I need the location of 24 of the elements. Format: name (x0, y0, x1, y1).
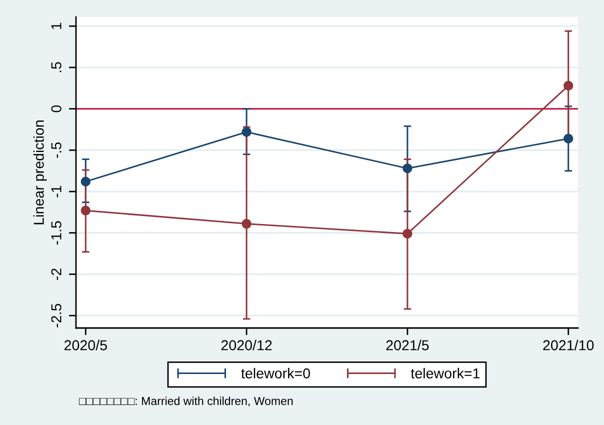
point (402, 228, 412, 239)
y-tick-label: -2.5 (51, 304, 62, 328)
y-tick-label: -.5 (51, 142, 62, 158)
point (80, 206, 91, 216)
x-tick-label: 2020/12 (221, 340, 272, 350)
y-tick-label: 1 (51, 22, 62, 29)
legend-label: telework=0 (241, 368, 310, 378)
point (563, 80, 574, 91)
x-tick-label: 2021/5 (386, 340, 429, 350)
point (402, 164, 412, 174)
y-axis-title: Linear prediction (33, 120, 47, 224)
point (242, 127, 252, 137)
x-tick-label: 2020/5 (64, 340, 107, 350)
y-tick-label: -1.5 (51, 221, 62, 245)
point (80, 176, 91, 186)
y-tick-label: -1 (51, 186, 62, 198)
y-tick-label: 0 (51, 105, 62, 112)
text: □□□□□□□□: Married with children, Women (79, 396, 293, 406)
y-tick-label: .5 (51, 62, 62, 72)
y-tick-label: -2 (51, 268, 62, 280)
point (242, 218, 252, 229)
x-tick-label: 2021/10 (543, 340, 594, 350)
legend-label: telework=1 (410, 368, 480, 378)
point (563, 134, 574, 144)
